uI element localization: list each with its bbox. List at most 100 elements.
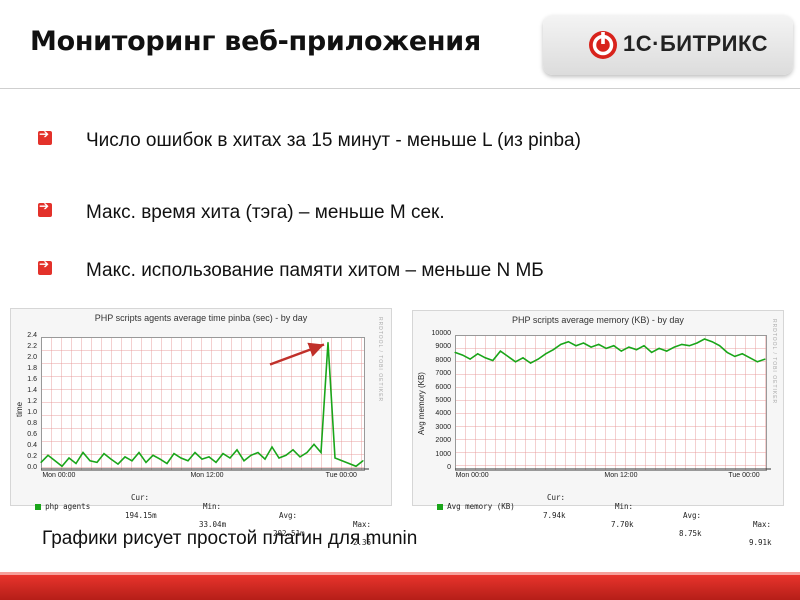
legend-series-name: Avg memory (KB): [447, 502, 515, 511]
y-tick-label: 1.2: [27, 398, 37, 405]
data-point: [264, 458, 266, 460]
data-point: [131, 460, 133, 462]
legend-swatch: [437, 504, 444, 510]
data-point: [726, 351, 728, 354]
data-point: [552, 349, 554, 351]
data-point: [180, 457, 182, 459]
data-point: [222, 453, 224, 455]
y-tick-label: 0.0: [27, 464, 37, 471]
y-tick-label: 3000: [435, 423, 451, 431]
data-point: [82, 451, 84, 454]
data-point: [194, 451, 196, 454]
data-point: [514, 361, 517, 363]
y-tick-label: 6000: [435, 383, 451, 391]
legend-series-name: php agents: [45, 502, 91, 511]
bullet-arrow-icon: [38, 199, 52, 217]
chart-series-svg: [40, 341, 369, 470]
plot-area: [455, 335, 767, 471]
legend-cur: 194.15m: [125, 511, 157, 520]
bitrix-logo: 1С·БИТРИКС: [543, 15, 793, 75]
legend-cur: 7.94k: [543, 511, 566, 520]
data-point: [40, 461, 42, 463]
x-tick-label: Tue 00:00: [728, 472, 760, 479]
data-point: [271, 446, 273, 448]
legend-avg: 202.51m: [273, 529, 305, 538]
y-tick-label: 5000: [435, 397, 451, 404]
data-point: [507, 355, 509, 358]
data-point: [306, 451, 308, 454]
series-line-php-agents: [40, 342, 364, 468]
data-point: [236, 449, 238, 451]
chart-title: PHP scripts average memory (KB) - by day: [512, 315, 684, 325]
y-tick-label: 0.4: [27, 442, 37, 449]
data-point: [103, 453, 105, 455]
data-point: [620, 350, 622, 352]
legend-max: 2.36: [353, 538, 372, 547]
bullet-text: Макс. время хита (тэга) – меньше M сек.: [86, 202, 445, 223]
data-point: [362, 460, 364, 462]
data-point: [285, 454, 287, 456]
data-point: [138, 451, 140, 454]
data-point: [215, 461, 217, 463]
data-point: [658, 347, 660, 349]
data-point: [666, 350, 668, 352]
data-point: [68, 457, 70, 459]
data-point: [54, 460, 56, 462]
data-point: [208, 456, 210, 458]
data-point: [173, 453, 175, 455]
data-point: [590, 346, 592, 348]
y-tick-label: 2.4: [27, 332, 37, 339]
data-point: [484, 357, 486, 359]
legend-headers: Cur: Min: Avg: Max:: [419, 484, 771, 538]
data-point: [454, 351, 456, 354]
slide-title: Мониторинг веб-приложения: [30, 26, 481, 57]
data-point: [749, 357, 751, 359]
data-point: [582, 342, 585, 344]
y-tick-label: 2.0: [27, 354, 37, 361]
legend-cur-header: Cur:: [131, 493, 150, 502]
data-point: [257, 451, 259, 454]
data-point: [681, 343, 683, 345]
y-tick-label: 1.0: [27, 409, 37, 416]
legend-cur-header: Cur:: [547, 493, 566, 502]
x-tick-label: Mon 00:00: [42, 472, 76, 479]
data-point: [96, 461, 98, 463]
chart-time-pinba: PHP scripts agents average time pinba (s…: [10, 308, 392, 547]
data-point: [124, 456, 126, 458]
data-point: [492, 359, 494, 362]
rrdtool-watermark: RRDTOOL / TOBI OETIKER: [771, 319, 777, 405]
data-point: [152, 454, 154, 456]
data-point: [327, 341, 329, 344]
data-point: [598, 343, 600, 345]
data-point: [628, 346, 630, 348]
data-point: [696, 342, 698, 344]
data-point: [477, 353, 479, 355]
y-tick-label: 2.2: [27, 343, 37, 350]
y-tick-label: 0.8: [27, 420, 37, 427]
data-point: [278, 457, 280, 459]
data-point: [75, 462, 77, 465]
data-point: [341, 460, 343, 462]
data-point: [320, 451, 322, 454]
legend-headers: Cur: Min: Avg: Max:: [17, 484, 371, 538]
data-point: [741, 353, 743, 355]
data-point: [313, 443, 315, 445]
legend-min: 7.70k: [611, 520, 634, 529]
legend-min-header: Min:: [615, 502, 634, 511]
data-point: [110, 458, 112, 460]
data-point: [187, 460, 189, 462]
x-tick-label: Tue 00:00: [325, 472, 357, 479]
legend-swatch: [35, 504, 42, 510]
header-divider: [0, 88, 800, 89]
data-point: [567, 341, 570, 343]
data-point: [229, 457, 231, 459]
data-point: [522, 357, 524, 359]
data-point: [469, 358, 471, 360]
chart-title: PHP scripts agents average time pinba (s…: [94, 313, 308, 323]
legend-min-header: Min:: [203, 502, 222, 511]
data-point: [673, 346, 675, 348]
footer-bar: [0, 572, 800, 600]
y-tick-label: 0.6: [27, 431, 37, 438]
y-tick-label: 7000: [435, 370, 451, 378]
data-point: [243, 460, 245, 462]
